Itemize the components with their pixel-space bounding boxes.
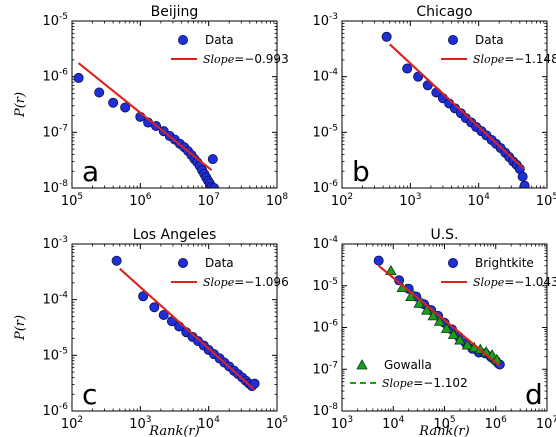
fit-line-overlay [378,265,501,367]
data-point [207,154,218,165]
data-point [149,302,160,313]
y-tick-label: 10-4 [312,68,338,85]
x-tick-label: 107 [536,415,556,432]
data-point [73,72,84,83]
x-tick-label: 105 [61,192,83,209]
legend-fit-label: Slope=−1.043 [473,275,556,289]
chart-title: Chicago [416,4,472,20]
data-point [402,63,413,74]
plot-area [373,255,505,370]
data-point [249,378,260,389]
data-point [519,180,530,188]
legend-fit-label: Slope=−0.993 [203,52,289,66]
axes-frame [71,20,278,189]
y-tick-label: 10-3 [42,235,68,252]
x-tick-label: 107 [198,192,220,209]
x-tick-label: 105 [536,192,556,209]
legend2-data-label: Gowalla [384,358,432,372]
legend-marker [177,35,188,46]
chart-title: Los Angeles [133,227,217,243]
axes-frame [341,243,548,412]
y-tick-label: 10-5 [312,123,338,140]
data-point [413,297,425,308]
x-tick-label: 103 [331,415,353,432]
fit-line-overlay [119,267,256,391]
data-point [405,290,417,301]
data-point [138,291,149,302]
data-point [440,322,453,333]
axes-frame [341,20,548,189]
data-point [111,255,122,266]
data-point [461,339,474,350]
y-tick-label: 10-7 [312,360,338,377]
legend-data-label: Data [475,33,504,47]
y-tick-label: 10-5 [42,346,68,363]
legend-data-label: Data [205,33,234,47]
x-tick-label: 102 [331,192,353,209]
data-point [421,304,433,315]
data-point [158,310,169,321]
y-axis-label: P(r) [13,315,28,341]
y-tick-label: 10-3 [312,12,338,29]
x-tick-label: 104 [198,415,221,432]
data-point [433,315,446,326]
panel-label: c [82,378,97,411]
data-point [373,255,384,266]
y-tick-label: 10-5 [312,277,338,294]
legend-marker [177,257,188,268]
axes-frame [71,243,278,412]
x-tick-label: 102 [61,415,83,432]
data-point [447,328,460,339]
legend-data-label: Data [205,256,234,270]
legend2-fit-label: Slope=−1.102 [382,376,468,390]
data-point [517,171,528,182]
chart-title: U.S. [430,227,458,243]
plot-area [381,31,530,188]
y-axis-label: P(r) [13,92,28,118]
y-tick-label: 10-6 [312,319,338,336]
legend-marker [447,35,458,46]
data-point [427,310,439,321]
x-tick-label: 108 [266,192,289,209]
data-point [413,71,424,82]
x-tick-label: 104 [382,415,405,432]
data-point [454,334,466,345]
panel-label: b [352,155,370,188]
panel-label: a [82,155,99,188]
x-tick-label: 106 [485,415,508,432]
x-tick-label: 106 [129,192,152,209]
data-point [120,102,131,113]
plot-area [73,62,220,188]
data-point [394,275,405,286]
x-tick-label: 105 [266,415,288,432]
panel-label: d [525,378,543,411]
x-axis-label: Rank(r) [148,424,199,437]
data-point [94,87,105,98]
plot-area [111,255,260,392]
legend-fit-label: Slope=−1.096 [203,275,289,289]
fit-line-overlay [389,43,525,170]
x-tick-label: 103 [399,192,421,209]
y-tick-label: 10-7 [42,123,68,140]
y-tick-label: 10-5 [42,12,68,29]
legend-marker [356,359,368,370]
x-tick-label: 103 [129,415,151,432]
x-axis-label: Rank(r) [418,424,469,437]
legend-fit-label: Slope=−1.148 [473,52,556,66]
y-tick-label: 10-4 [312,235,338,252]
x-tick-label: 104 [468,192,491,209]
fit-line-overlay [77,62,213,171]
data-point [381,31,392,42]
chart-title: Beijing [151,4,199,20]
y-tick-label: 10-6 [42,68,68,85]
y-tick-label: 10-4 [42,291,68,308]
data-point [108,97,119,108]
legend-data-label: Brightkite [475,256,534,270]
legend-marker [447,257,458,268]
